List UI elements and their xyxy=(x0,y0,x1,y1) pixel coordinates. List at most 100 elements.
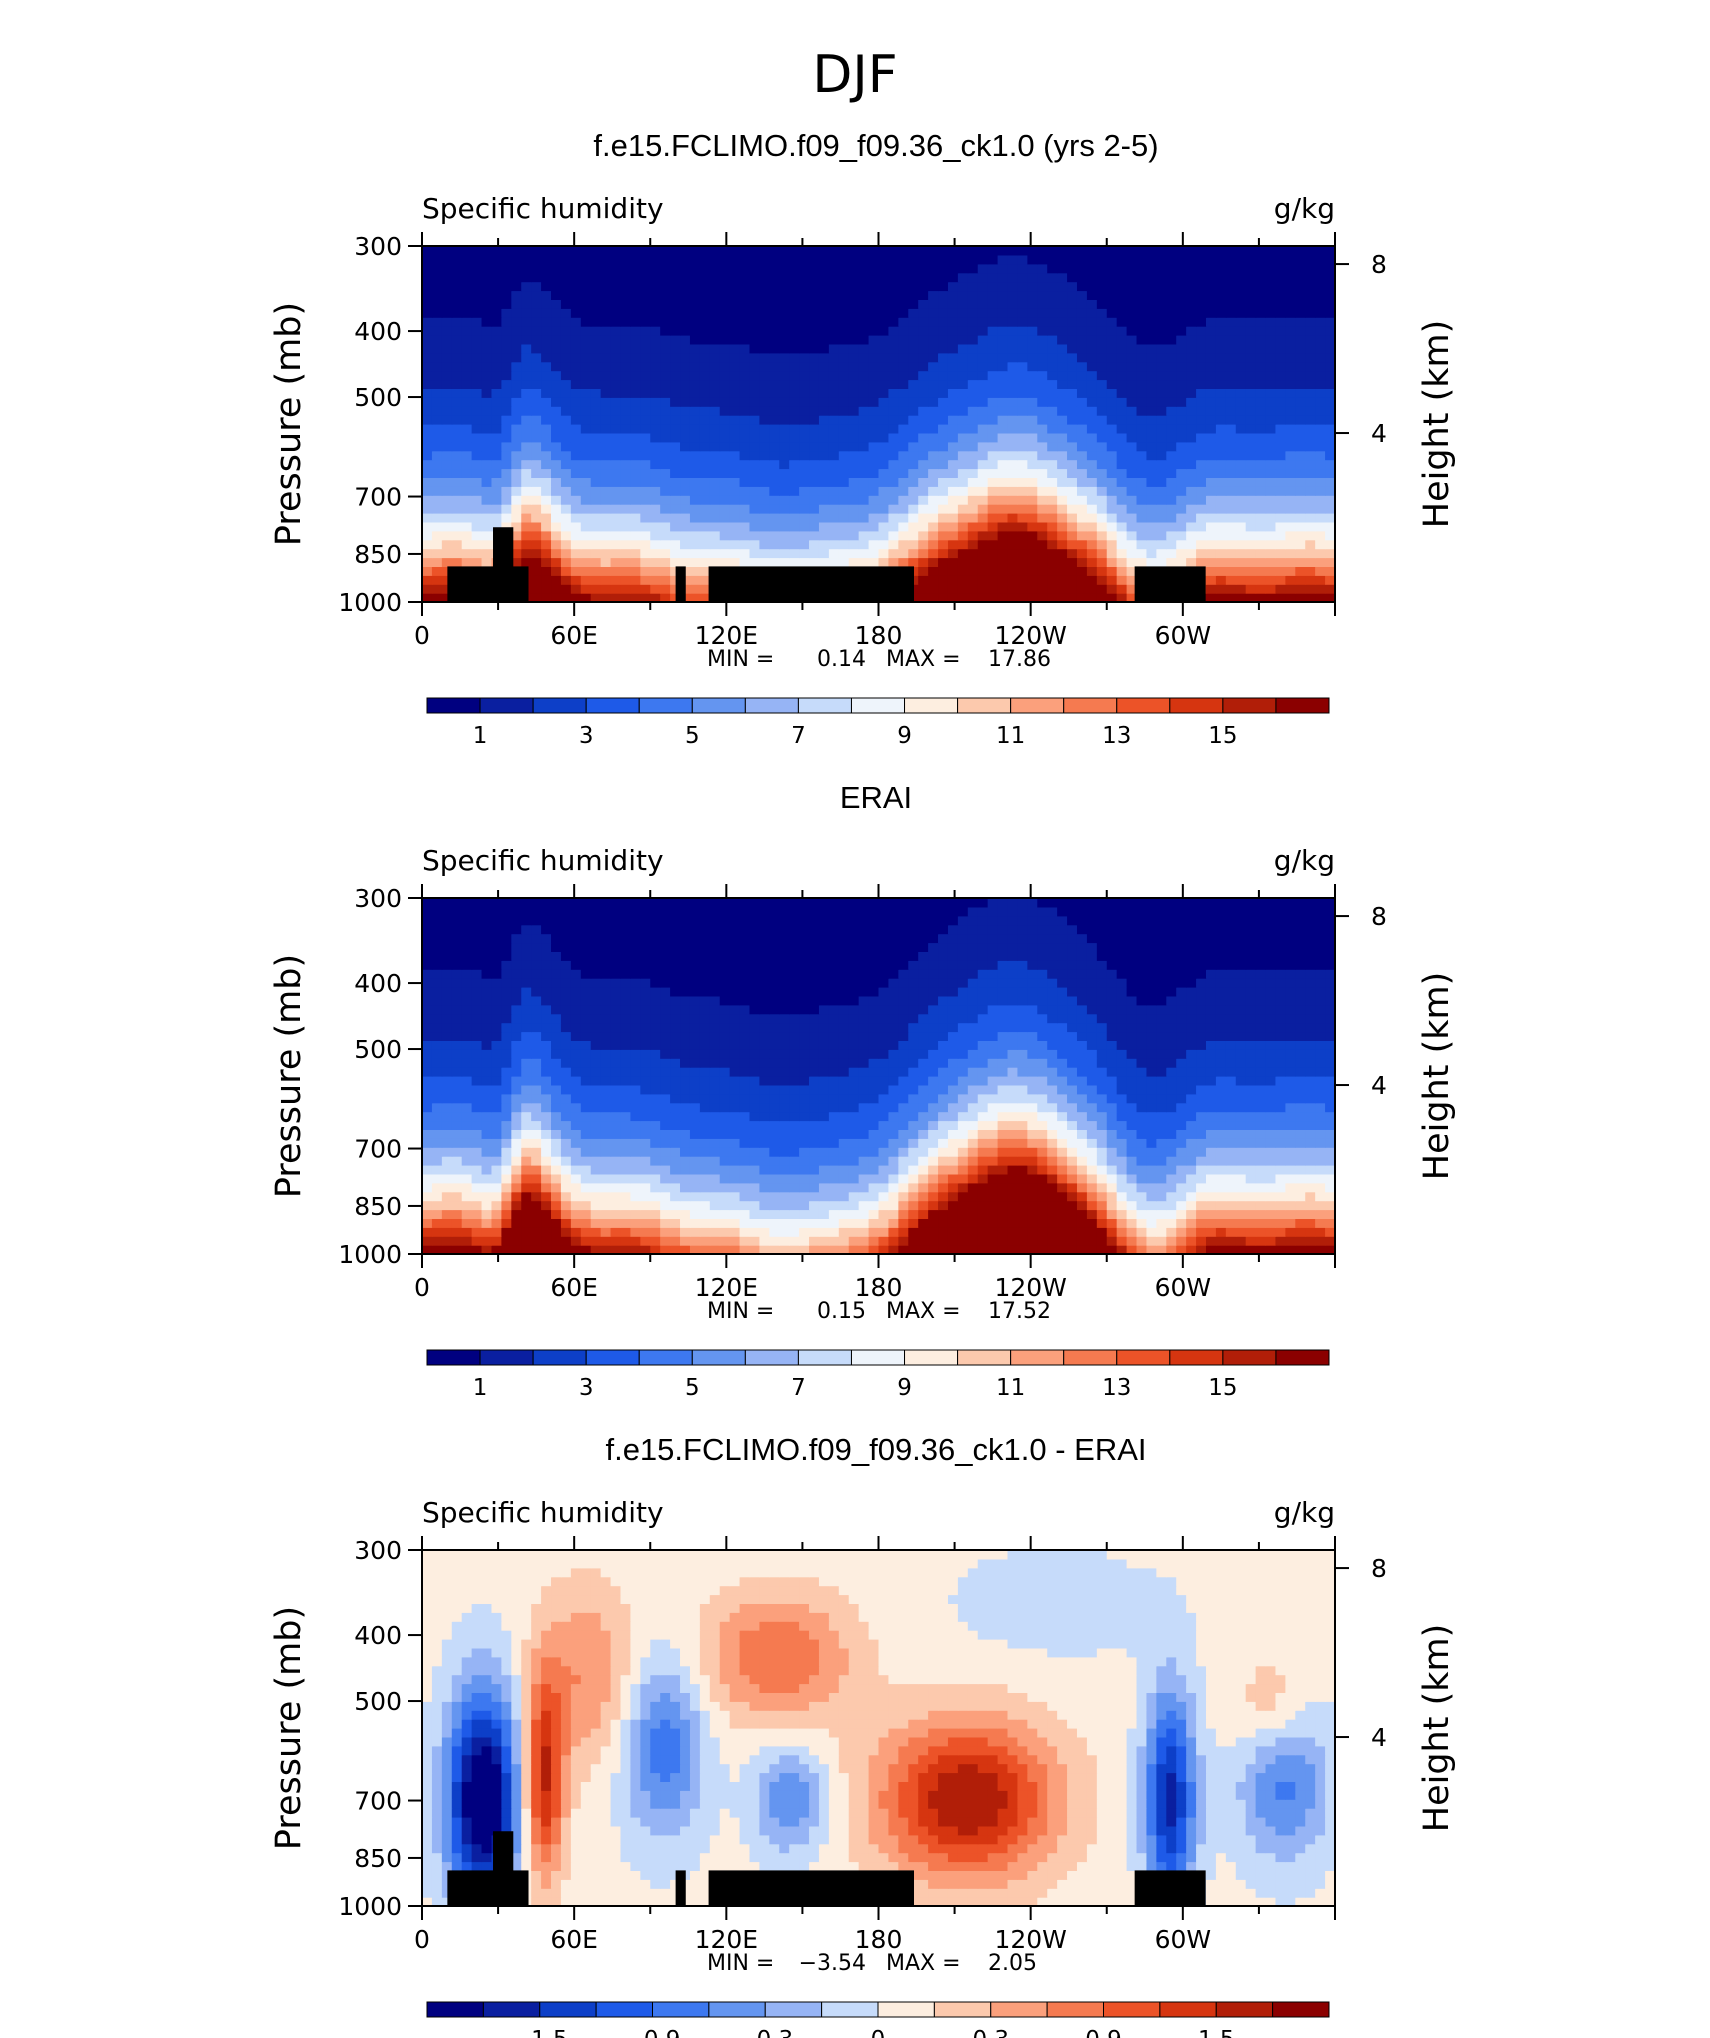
heatmap-cell xyxy=(1186,326,1197,336)
heatmap-cell xyxy=(938,1182,949,1193)
heatmap-cell xyxy=(501,459,512,470)
heatmap-cell xyxy=(1116,290,1128,300)
heatmap-cell xyxy=(749,1218,761,1228)
heatmap-cell xyxy=(987,308,999,318)
heatmap-cell xyxy=(1176,406,1187,416)
heatmap-cell xyxy=(1166,468,1177,478)
heatmap-cell xyxy=(551,246,562,256)
heatmap-cell xyxy=(729,308,741,318)
heatmap-cell xyxy=(769,335,780,345)
heatmap-cell xyxy=(551,566,562,576)
heatmap-cell xyxy=(551,1165,562,1175)
heatmap-cell xyxy=(878,317,890,327)
heatmap-cell xyxy=(640,1245,651,1255)
heatmap-cell xyxy=(709,432,721,443)
heatmap-cell xyxy=(967,1182,979,1193)
heatmap-cell xyxy=(1096,1191,1108,1202)
heatmap-cell xyxy=(650,557,661,567)
heatmap-cell xyxy=(451,513,463,523)
heatmap-cell xyxy=(1057,343,1068,354)
heatmap-cell xyxy=(1265,1227,1277,1237)
heatmap-cell xyxy=(898,530,909,541)
heatmap-cell xyxy=(451,504,463,514)
heatmap-cell xyxy=(1136,450,1148,461)
heatmap-cell xyxy=(689,495,701,505)
heatmap-cell xyxy=(570,504,582,514)
heatmap-cell xyxy=(620,415,631,425)
heatmap-cell xyxy=(491,361,502,372)
heatmap-cell xyxy=(531,1245,542,1255)
heatmap-cell xyxy=(441,335,453,345)
heatmap-cell xyxy=(1037,1209,1048,1219)
heatmap-cell xyxy=(1047,308,1058,318)
heatmap-cell xyxy=(422,246,433,256)
heatmap-cell xyxy=(1196,415,1207,425)
heatmap-cell xyxy=(1315,593,1326,603)
heatmap-cell xyxy=(779,281,790,292)
heatmap-cell xyxy=(799,548,810,559)
heatmap-cell xyxy=(660,557,671,567)
heatmap-cell xyxy=(650,477,661,487)
heatmap-cell xyxy=(1017,1200,1028,1211)
heatmap-cell xyxy=(689,424,701,434)
heatmap-cell xyxy=(1245,495,1257,505)
heatmap-cell xyxy=(799,388,810,398)
heatmap-cell xyxy=(1106,486,1118,496)
heatmap-cell xyxy=(769,424,780,434)
heatmap-cell xyxy=(828,521,840,532)
heatmap-cell xyxy=(650,459,661,470)
heatmap-cell xyxy=(799,432,810,443)
heatmap-cell xyxy=(1166,343,1177,354)
heatmap-cell xyxy=(928,486,939,496)
heatmap-cell xyxy=(818,388,830,398)
heatmap-cell xyxy=(1235,548,1247,559)
heatmap-cell xyxy=(1315,477,1326,487)
heatmap-cell xyxy=(1027,539,1038,550)
heatmap-cell xyxy=(670,343,681,354)
heatmap-cell xyxy=(997,254,1009,265)
heatmap-cell xyxy=(898,415,909,425)
heatmap-cell xyxy=(1047,513,1058,523)
heatmap-cell xyxy=(1086,566,1098,576)
heatmap-cell xyxy=(1255,263,1267,274)
heatmap-cell xyxy=(680,557,691,567)
heatmap-cell xyxy=(1047,566,1058,576)
heatmap-cell xyxy=(1037,557,1048,567)
heatmap-cell xyxy=(630,1147,641,1157)
heatmap-cell xyxy=(531,530,542,541)
heatmap-cell xyxy=(640,1173,651,1184)
heatmap-cell xyxy=(1067,1147,1078,1157)
heatmap-cell xyxy=(957,575,969,585)
heatmap-cell xyxy=(739,424,751,434)
heatmap-cell xyxy=(1076,1182,1088,1193)
heatmap-cell xyxy=(1245,1209,1257,1219)
heatmap-cell xyxy=(1156,1182,1167,1193)
heatmap-cell xyxy=(848,1147,860,1157)
heatmap-cell xyxy=(1205,468,1217,478)
heatmap-cell xyxy=(987,1173,999,1184)
heatmap-cell xyxy=(1325,539,1336,550)
heatmap-cell xyxy=(868,477,880,487)
heatmap-cell xyxy=(1096,495,1108,505)
heatmap-cell xyxy=(491,486,502,496)
heatmap-cell xyxy=(650,379,661,389)
heatmap-cell xyxy=(1076,1138,1088,1148)
heatmap-cell xyxy=(1017,504,1028,514)
heatmap-cell xyxy=(640,513,651,523)
heatmap-cell xyxy=(481,281,493,292)
heatmap-cell xyxy=(1067,1200,1078,1211)
heatmap-cell xyxy=(1116,495,1128,505)
heatmap-cell xyxy=(1086,468,1098,478)
heatmap-cell xyxy=(610,566,622,576)
heatmap-cell xyxy=(1186,290,1197,300)
heatmap-cell xyxy=(551,1200,562,1211)
heatmap-cell xyxy=(1285,486,1296,496)
heatmap-cell xyxy=(1096,548,1108,559)
heatmap-cell xyxy=(799,299,810,309)
heatmap-cell xyxy=(699,468,711,478)
heatmap-cell xyxy=(789,432,800,443)
heatmap-cell xyxy=(799,1209,810,1219)
heatmap-cell xyxy=(422,539,433,550)
heatmap-cell xyxy=(610,281,622,292)
heatmap-cell xyxy=(1136,343,1148,354)
